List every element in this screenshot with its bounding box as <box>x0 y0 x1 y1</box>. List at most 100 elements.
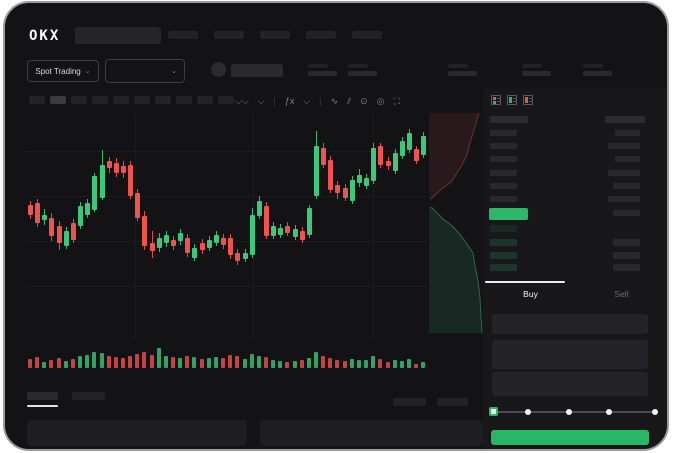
timeframe-button[interactable] <box>197 96 213 104</box>
book-bids-icon[interactable] <box>507 95 517 105</box>
volume-bar <box>171 357 175 368</box>
market-type-dropdown[interactable]: Spot Trading ⌄ <box>27 60 99 82</box>
slider-stop-dot[interactable] <box>652 409 658 415</box>
order-input-placeholder[interactable] <box>492 340 648 369</box>
ask-price-placeholder[interactable] <box>490 196 517 202</box>
slider-stop-dot[interactable] <box>525 409 531 415</box>
candle-body <box>149 242 155 252</box>
active-tab-underline <box>27 405 58 407</box>
bottom-action-placeholder[interactable] <box>437 398 468 406</box>
okx-logo[interactable]: OKX <box>29 28 61 44</box>
bid-price-placeholder[interactable] <box>490 239 517 246</box>
ask-price-placeholder[interactable] <box>490 156 517 162</box>
candle-body <box>92 176 98 210</box>
ask-amount-placeholder[interactable] <box>615 156 640 162</box>
buy-button[interactable] <box>491 430 649 445</box>
candle-body <box>78 206 84 227</box>
pair-selector-dropdown[interactable]: ⌄ <box>105 59 185 83</box>
candle-body <box>70 222 76 241</box>
snapshot-icon[interactable]: ⊙ <box>360 96 368 106</box>
nav-item-placeholder[interactable] <box>168 31 198 39</box>
candle-body <box>178 233 184 241</box>
ask-amount-placeholder[interactable] <box>615 130 640 136</box>
stat-label-placeholder <box>448 64 468 68</box>
ask-price-placeholder[interactable] <box>490 183 517 189</box>
volume-bar <box>185 356 190 368</box>
slider-stop-dot[interactable] <box>566 409 572 415</box>
ask-price-placeholder[interactable] <box>490 170 517 176</box>
volume-bar <box>163 356 168 368</box>
search-input[interactable] <box>75 27 161 44</box>
stat-value-placeholder <box>522 71 551 76</box>
ask-amount-placeholder[interactable] <box>608 196 640 202</box>
orderbook-header-price <box>490 116 528 123</box>
order-input-placeholder[interactable] <box>492 314 648 334</box>
bid-amount-placeholder[interactable] <box>613 264 640 271</box>
tab-buy[interactable]: Buy <box>523 289 538 299</box>
volume-bar <box>378 359 383 368</box>
candle-body <box>292 229 298 237</box>
bid-amount-placeholder[interactable] <box>613 252 640 259</box>
ask-price-placeholder[interactable] <box>490 143 517 149</box>
candle-body <box>206 240 212 248</box>
book-asks-icon[interactable] <box>523 95 533 105</box>
stat-value-placeholder <box>348 71 377 76</box>
timeframe-button[interactable] <box>176 96 192 104</box>
settings-icon[interactable]: ◎ <box>376 96 385 106</box>
bid-price-placeholder[interactable] <box>490 252 517 259</box>
timeframe-button[interactable] <box>71 96 87 104</box>
last-price-bar[interactable] <box>489 208 528 220</box>
volume-bar <box>271 360 276 368</box>
timeframe-button[interactable] <box>92 96 108 104</box>
order-input-placeholder[interactable] <box>492 372 648 396</box>
slider-stop-dot[interactable] <box>606 409 612 415</box>
volume-bar <box>228 355 233 368</box>
compare-icon[interactable]: ⫽ <box>347 96 352 106</box>
timeframe-button[interactable] <box>50 96 66 104</box>
volume-bar <box>399 361 404 368</box>
line-style-icon[interactable]: ∿ <box>330 96 339 106</box>
history-panel-placeholder <box>260 420 483 446</box>
ask-amount-placeholder[interactable] <box>613 183 640 189</box>
candle-body <box>63 231 69 247</box>
tab-sell[interactable]: Sell <box>614 289 629 299</box>
timeframe-button[interactable] <box>113 96 129 104</box>
timeframe-button[interactable] <box>155 96 171 104</box>
candle-body <box>414 149 420 161</box>
chevron-down-icon[interactable]: ⌵ <box>303 96 311 106</box>
book-icon-strip <box>493 101 496 104</box>
buy-tab-indicator <box>485 281 565 283</box>
indicators-icon[interactable]: ƒx <box>284 96 295 106</box>
bottom-tab[interactable] <box>72 392 105 400</box>
timeframe-button[interactable] <box>29 96 45 104</box>
bid-price-placeholder[interactable] <box>490 225 517 232</box>
volume-bar <box>249 354 254 368</box>
ask-price-placeholder[interactable] <box>490 130 517 136</box>
book-both-icon[interactable] <box>491 95 501 105</box>
candlestick-chart[interactable] <box>25 113 427 338</box>
candle-body <box>249 215 255 256</box>
slider-handle[interactable] <box>489 407 498 416</box>
bid-amount-placeholder[interactable] <box>613 239 640 246</box>
volume-pane <box>25 342 427 368</box>
timeframe-button[interactable] <box>134 96 150 104</box>
volume-bar <box>149 355 154 368</box>
candle-body <box>406 132 412 150</box>
bottom-tab-active[interactable] <box>27 392 58 400</box>
nav-item-placeholder[interactable] <box>306 31 336 39</box>
nav-item-placeholder[interactable] <box>260 31 290 39</box>
candle-body <box>328 160 334 190</box>
volume-bar <box>314 352 318 368</box>
ask-amount-placeholder[interactable] <box>608 170 640 176</box>
nav-item-placeholder[interactable] <box>352 31 382 39</box>
ask-amount-placeholder[interactable] <box>608 143 640 149</box>
volume-bar <box>263 357 268 368</box>
nav-item-placeholder[interactable] <box>214 31 244 39</box>
bottom-action-placeholder[interactable] <box>393 398 426 406</box>
fullscreen-icon[interactable]: ⛶ <box>393 96 400 106</box>
bid-price-placeholder[interactable] <box>490 264 517 271</box>
candle-type-icon[interactable]: ⌵⌵ <box>235 96 249 106</box>
chevron-down-icon[interactable]: ⌵ <box>257 96 265 106</box>
stat-value-placeholder <box>448 71 477 76</box>
timeframe-button[interactable] <box>218 96 234 104</box>
